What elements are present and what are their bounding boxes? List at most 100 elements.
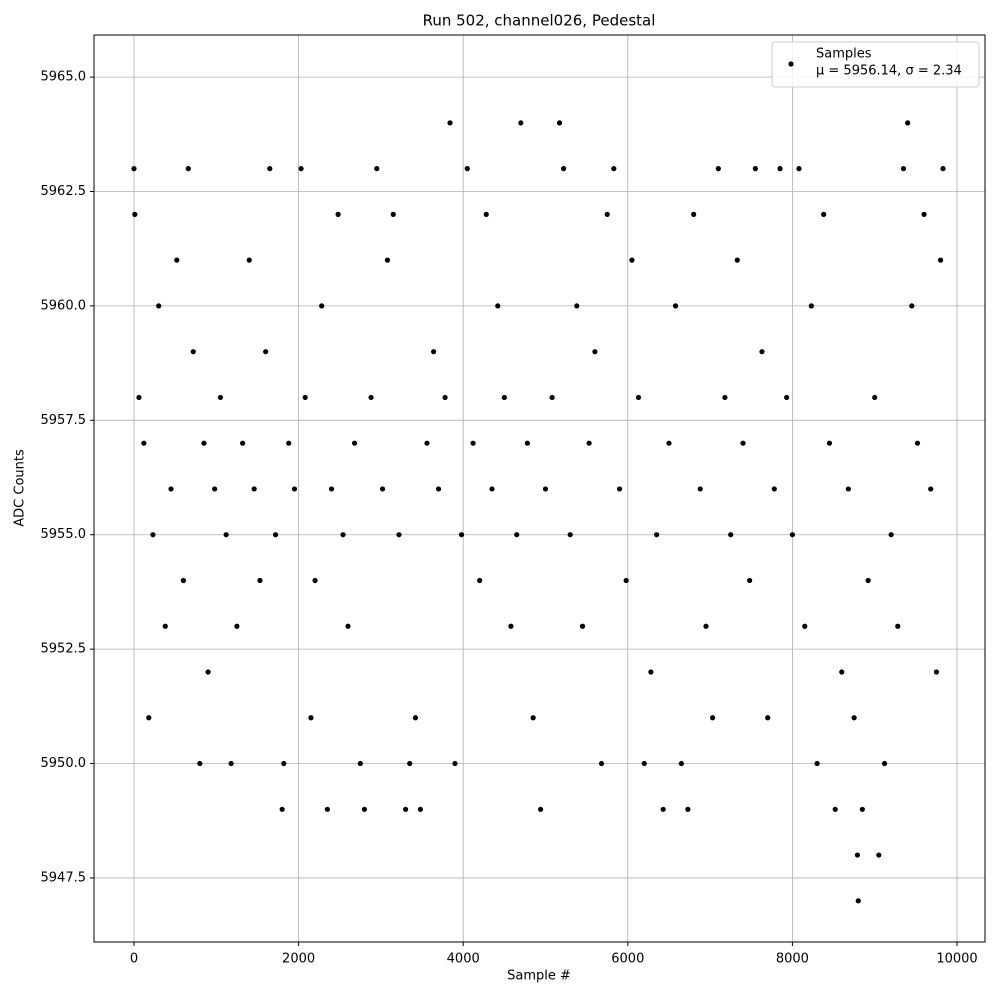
data-point	[518, 120, 524, 126]
x-tick-label: 10000	[936, 952, 977, 967]
data-point	[567, 532, 573, 538]
data-point	[162, 623, 168, 629]
data-point	[872, 394, 878, 401]
data-point	[747, 577, 753, 584]
data-point	[281, 760, 287, 767]
x-tick-label: 4000	[447, 952, 480, 967]
data-point	[895, 623, 901, 629]
data-point	[368, 394, 374, 401]
data-point	[174, 257, 180, 263]
data-point	[240, 440, 246, 446]
data-point	[900, 166, 907, 172]
x-tick-label: 8000	[776, 952, 809, 967]
data-point	[759, 349, 765, 355]
data-point	[132, 211, 138, 217]
data-point	[542, 486, 549, 492]
data-point	[396, 532, 402, 538]
data-point	[876, 852, 882, 858]
y-tick-label: 5965.0	[41, 70, 87, 85]
data-point	[136, 394, 142, 401]
data-point	[197, 760, 203, 767]
data-point	[666, 440, 672, 446]
y-axis-label: ADC Counts	[13, 449, 28, 527]
data-point	[537, 806, 544, 812]
data-point	[715, 166, 721, 172]
data-point	[328, 486, 335, 492]
x-axis-label: Sample #	[507, 969, 571, 984]
data-point	[604, 211, 610, 217]
data-point	[286, 440, 292, 446]
data-point	[390, 211, 396, 217]
legend-label: Samples	[816, 47, 872, 62]
data-point	[279, 806, 285, 812]
data-point	[351, 440, 358, 446]
data-point	[234, 623, 240, 629]
data-point	[703, 623, 709, 629]
data-point	[379, 486, 386, 492]
data-point	[335, 211, 341, 217]
data-point	[228, 760, 234, 767]
data-point	[156, 303, 162, 309]
legend-note: μ = 5956.14, σ = 2.34	[816, 64, 962, 79]
data-point	[131, 166, 137, 172]
data-point	[489, 486, 495, 492]
data-point	[430, 349, 437, 355]
data-point	[771, 486, 777, 492]
data-point	[530, 715, 536, 721]
data-point	[308, 715, 314, 721]
data-point	[821, 211, 827, 217]
data-point	[345, 623, 351, 629]
data-point	[407, 760, 413, 767]
data-point	[734, 257, 740, 263]
data-point	[660, 806, 666, 812]
legend-box	[771, 41, 980, 88]
data-point	[888, 532, 894, 538]
data-point	[340, 532, 346, 538]
data-point	[263, 349, 269, 355]
data-point	[654, 532, 660, 538]
data-point	[765, 715, 771, 721]
data-point	[641, 760, 647, 767]
data-point	[267, 166, 273, 172]
data-point	[865, 577, 871, 584]
data-point	[839, 669, 845, 675]
data-point	[180, 577, 186, 584]
data-point	[933, 669, 940, 675]
data-point	[855, 898, 861, 904]
data-point	[312, 577, 318, 584]
data-point	[374, 166, 380, 172]
data-point	[808, 303, 814, 309]
data-point	[190, 349, 196, 355]
data-point	[384, 257, 391, 263]
data-point	[921, 211, 927, 217]
data-point	[914, 440, 921, 446]
y-tick-label: 5955.0	[41, 527, 87, 542]
data-point	[424, 440, 430, 446]
y-tick-label: 5947.5	[41, 870, 87, 885]
data-point	[477, 577, 483, 584]
data-point	[549, 394, 555, 401]
data-point	[789, 532, 796, 538]
data-point	[928, 486, 934, 492]
data-point	[752, 166, 758, 172]
y-tick-label: 5952.5	[41, 642, 87, 657]
data-point	[514, 532, 520, 538]
data-point	[728, 532, 734, 538]
data-point	[201, 440, 207, 446]
data-point	[574, 303, 580, 309]
data-point	[291, 486, 298, 492]
data-point	[802, 623, 808, 629]
data-point	[246, 257, 252, 263]
data-point	[722, 394, 728, 401]
legend-marker	[788, 61, 794, 67]
y-tick-label: 5960.0	[41, 298, 87, 313]
data-point	[223, 532, 229, 538]
data-point	[832, 806, 838, 812]
data-point	[940, 166, 946, 172]
data-point	[784, 394, 790, 401]
data-point	[909, 303, 915, 309]
data-point	[150, 532, 156, 538]
data-point	[579, 623, 586, 629]
data-point	[556, 120, 563, 126]
